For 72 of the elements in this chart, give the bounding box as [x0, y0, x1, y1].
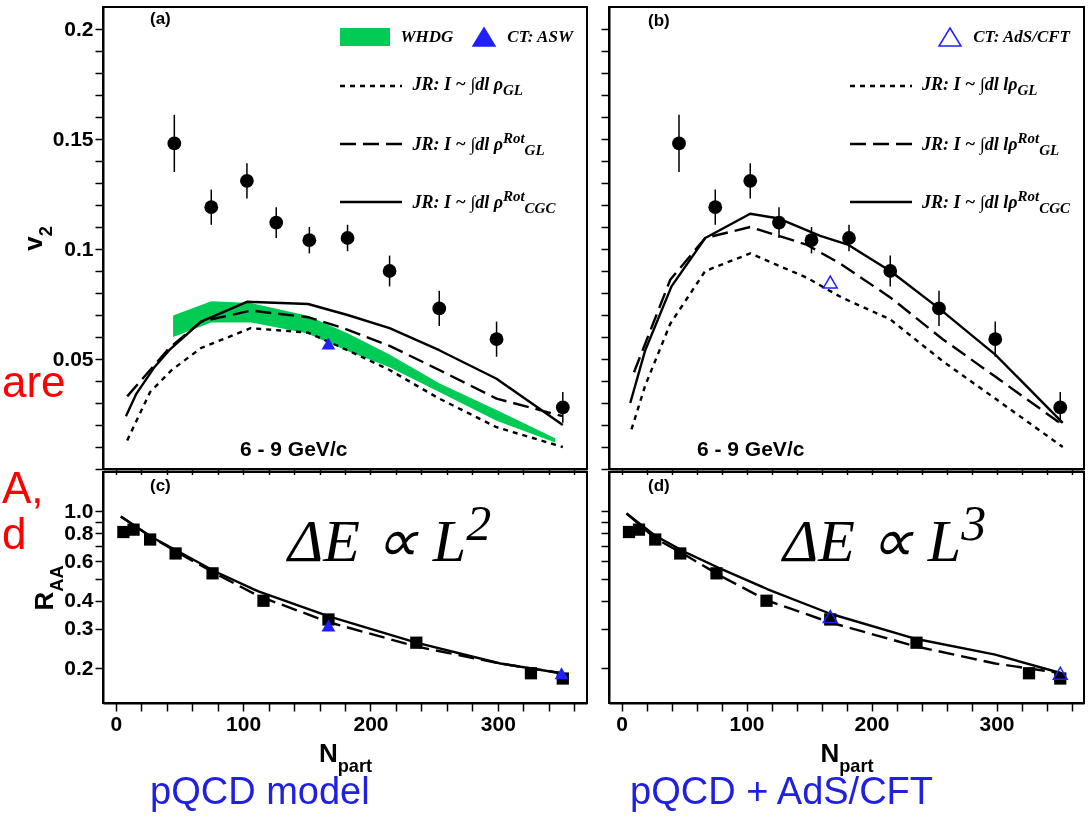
point	[649, 533, 662, 546]
point	[883, 264, 898, 278]
legend-label: JR: I ~ ∫dl lρ$_{GL}$	[922, 73, 1038, 99]
y-tick-label: 0.15	[52, 126, 94, 150]
point	[988, 332, 1003, 347]
point	[240, 173, 254, 188]
point	[127, 523, 140, 536]
point	[340, 231, 355, 245]
point	[204, 200, 219, 215]
point	[822, 275, 838, 289]
y-tick-label: 0.05	[52, 346, 94, 370]
point	[842, 231, 856, 245]
legend-label: CT: AdS/CFT	[973, 27, 1070, 47]
point	[555, 400, 570, 415]
x-tick-label: 0	[616, 711, 628, 735]
y-tick-label: 0.3	[64, 616, 94, 640]
annotation: (a)	[150, 9, 171, 28]
y-tick-label: 1.0	[64, 498, 94, 522]
annotation: (c)	[150, 476, 171, 495]
x-tick-label: 300	[979, 711, 1015, 735]
x-tick-label: 100	[226, 711, 262, 735]
text: d	[2, 509, 27, 558]
y-tick-label: 0.2	[64, 16, 94, 40]
x-tick-label: 200	[854, 711, 890, 735]
point	[760, 594, 773, 607]
annotation: (d)	[648, 476, 670, 495]
point	[321, 619, 336, 632]
point	[269, 215, 284, 230]
x-tick-label: 0	[110, 711, 123, 735]
annotation: ΔE ∝ L$^{3}$	[783, 495, 987, 574]
point	[382, 264, 397, 278]
point	[710, 567, 723, 580]
point	[743, 173, 758, 188]
annotation: 6 - 9 GeV/c	[697, 437, 805, 460]
point	[302, 233, 317, 248]
point	[144, 533, 157, 546]
point	[410, 636, 423, 649]
point	[206, 567, 219, 580]
point	[1052, 666, 1068, 680]
point	[432, 301, 447, 316]
point	[167, 136, 182, 151]
point	[772, 215, 786, 230]
point	[632, 523, 646, 536]
point	[1022, 667, 1036, 680]
y-tick-label: 0.1	[64, 236, 94, 260]
point	[932, 301, 946, 316]
point	[674, 547, 687, 560]
annotation: ΔE ∝ L$^{2}$	[288, 495, 492, 574]
y-tick-label: 0.2	[64, 655, 94, 679]
x-tick-label: 100	[729, 711, 765, 735]
legend-label: CT: ASW	[507, 27, 573, 47]
legend-label: WHDG	[400, 27, 454, 47]
annotation: 6 - 9 GeV/c	[240, 437, 348, 460]
point	[672, 136, 686, 151]
point	[169, 547, 182, 560]
point	[910, 636, 923, 649]
point	[257, 594, 270, 607]
legend-label: JR: I ~ ∫dl ρ$_{GL}$	[412, 73, 523, 99]
y-tick-label: 0.6	[64, 548, 94, 572]
point	[489, 332, 504, 347]
point	[524, 667, 538, 680]
point	[554, 667, 569, 680]
point	[321, 337, 336, 350]
x-tick-label: 300	[480, 711, 516, 735]
x-tick-label: 200	[353, 711, 389, 735]
point	[822, 609, 838, 624]
y-tick-label: 0.8	[64, 520, 94, 544]
annotation: (b)	[648, 11, 670, 30]
point	[708, 200, 723, 215]
point	[804, 233, 819, 248]
point	[1053, 400, 1068, 415]
text: A,	[2, 463, 44, 512]
